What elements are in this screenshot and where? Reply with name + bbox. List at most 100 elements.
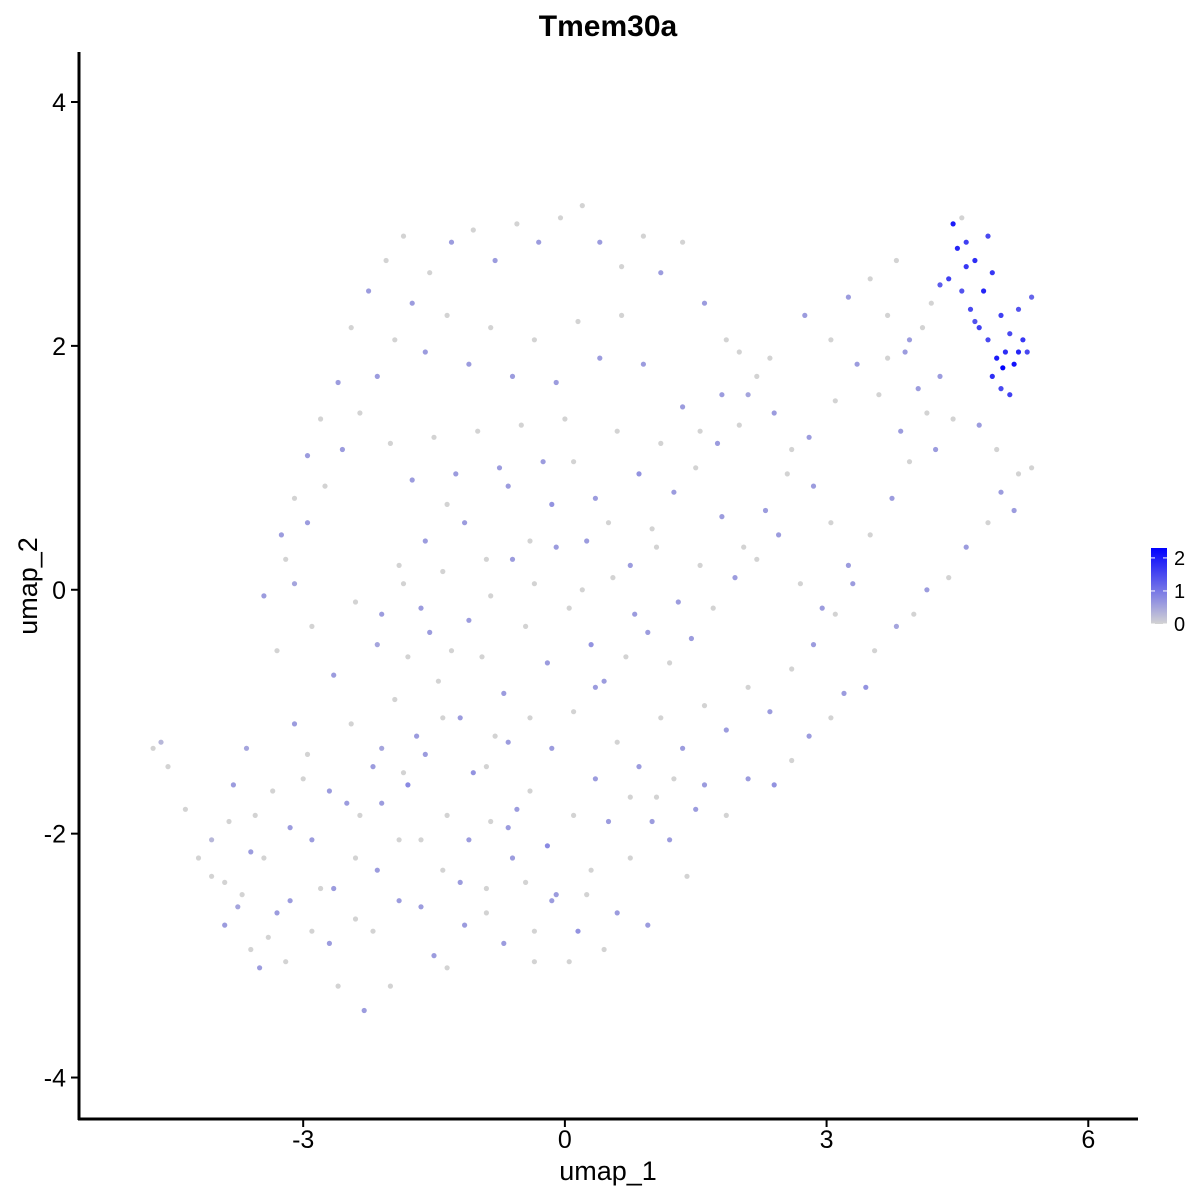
cell-point: [309, 837, 315, 843]
cell-point: [483, 764, 489, 770]
cell-point: [885, 312, 891, 318]
cell-point: [876, 392, 882, 398]
cell-point: [523, 623, 529, 630]
cell-point: [571, 459, 577, 465]
cell-point: [841, 690, 847, 697]
cell-point: [605, 818, 612, 825]
cell-point: [723, 812, 729, 819]
cell-point: [928, 300, 934, 306]
cell-point: [701, 703, 708, 709]
cell-point: [946, 276, 952, 282]
cell-point: [536, 239, 542, 245]
cell-point: [714, 440, 721, 446]
cell-point: [470, 227, 476, 233]
cell-point: [701, 782, 708, 788]
cell-point: [906, 337, 913, 343]
cell-point: [230, 782, 236, 788]
cell-point: [636, 764, 642, 770]
cell-point: [274, 648, 280, 654]
cell-point: [924, 587, 930, 593]
cell-point: [828, 520, 834, 526]
chart-title: Tmem30a: [539, 10, 678, 43]
cell-point: [566, 605, 572, 611]
cell-point: [867, 532, 873, 538]
cell-point: [427, 629, 433, 636]
cell-point: [627, 794, 633, 800]
x-tick-label: 6: [1081, 1126, 1095, 1154]
cell-point: [492, 733, 498, 739]
cell-point: [754, 373, 760, 379]
cell-point: [885, 355, 891, 361]
cell-point: [701, 300, 708, 306]
cell-point: [396, 562, 402, 569]
cell-point: [653, 544, 660, 550]
cell-point: [915, 386, 921, 392]
cell-point: [339, 446, 345, 453]
cell-point: [667, 837, 673, 843]
cell-point: [501, 940, 507, 947]
cell-point: [776, 532, 782, 538]
cell-point: [418, 605, 424, 611]
cell-point: [736, 349, 742, 355]
cell-point: [405, 782, 411, 788]
cell-point: [226, 818, 232, 825]
cell-point: [797, 581, 804, 587]
cell-point: [579, 203, 585, 209]
cell-point: [392, 337, 398, 343]
cell-point: [771, 782, 777, 788]
cell-point: [998, 489, 1004, 495]
cell-point: [998, 386, 1004, 392]
cell-point: [675, 599, 681, 605]
cell-point: [466, 837, 472, 843]
cell-point: [954, 245, 961, 251]
cell-point: [514, 221, 520, 227]
cell-point: [872, 648, 878, 654]
cell-point: [963, 239, 969, 245]
cell-point: [483, 556, 489, 562]
cell-point: [400, 770, 407, 776]
cell-point: [584, 538, 590, 544]
x-ticks: -3 0 3 6: [292, 1119, 1095, 1154]
y-tick-label: -4: [44, 1065, 66, 1093]
cell-point: [448, 239, 455, 245]
cell-point: [810, 483, 817, 489]
cell-point: [806, 733, 812, 739]
cell-point: [985, 520, 991, 526]
cell-point: [789, 757, 795, 764]
cell-point: [671, 489, 677, 495]
cell-point: [270, 788, 276, 794]
cell-point: [357, 410, 363, 416]
cell-point: [291, 495, 298, 501]
cell-point: [893, 623, 900, 630]
cell-point: [318, 885, 324, 892]
cell-point: [614, 739, 620, 745]
cell-point: [741, 544, 747, 550]
points-layer: [150, 203, 1035, 1014]
cell-point: [845, 294, 852, 300]
cell-point: [379, 745, 385, 751]
cell-point: [985, 233, 991, 239]
cell-point: [549, 501, 555, 507]
cell-point: [601, 946, 607, 953]
cell-point: [409, 477, 415, 483]
x-axis-title: umap_1: [559, 1156, 657, 1186]
cell-point: [370, 764, 376, 770]
cell-point: [828, 337, 834, 343]
cell-point: [252, 812, 258, 819]
cell-point: [400, 581, 407, 587]
cell-point: [902, 349, 908, 355]
cell-point: [505, 739, 511, 745]
cell-point: [553, 379, 559, 386]
cell-point: [789, 666, 795, 672]
cell-point: [998, 312, 1004, 318]
cell-point: [963, 264, 969, 270]
cell-point: [523, 879, 529, 886]
cell-point: [527, 715, 533, 721]
cell-point: [352, 916, 359, 922]
cell-point: [710, 605, 716, 611]
cell-point: [767, 355, 773, 361]
y-tick-label: -2: [44, 821, 66, 849]
cell-point: [575, 318, 581, 325]
y-tick-label: 4: [52, 89, 66, 117]
cell-point: [959, 288, 965, 294]
